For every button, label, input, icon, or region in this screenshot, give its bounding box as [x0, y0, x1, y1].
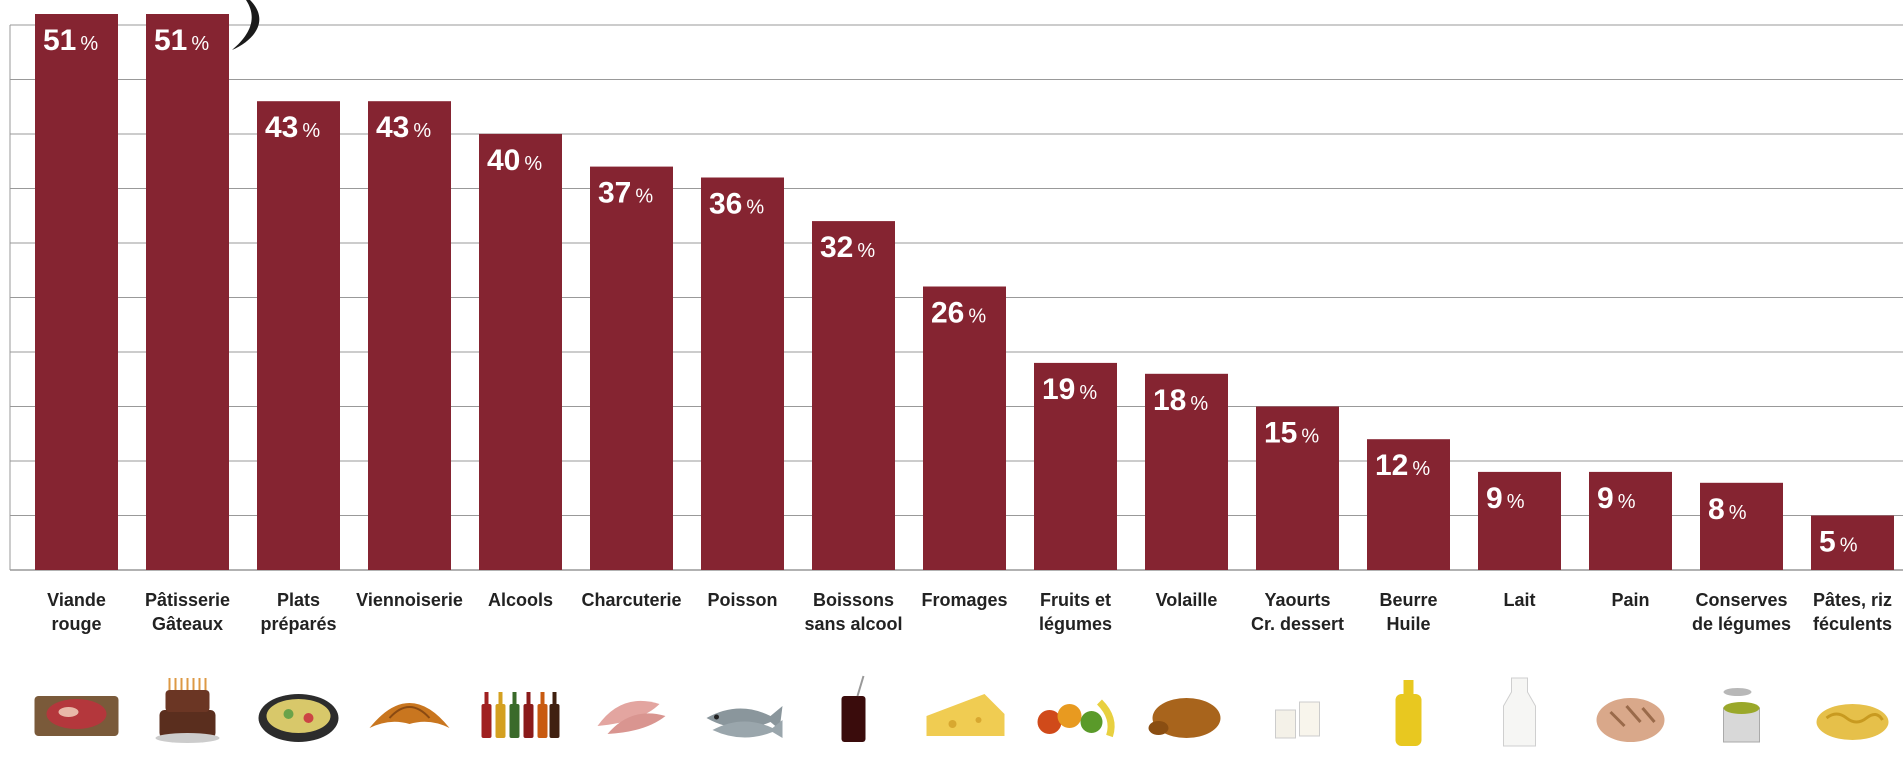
bar: [1700, 482, 1783, 570]
steak-icon: [34, 696, 119, 736]
croissant-icon: [369, 703, 450, 728]
category-label: Charcuterie: [581, 590, 681, 610]
category-label: Alcools: [488, 590, 553, 610]
decorative-curve: [232, 0, 260, 50]
category-labels-group: Viande rouge Pâtisserie Gâteaux Plats préparé…: [47, 590, 1892, 634]
cheese-icon: [926, 694, 1005, 736]
bar: [1034, 362, 1117, 570]
bar: [1367, 439, 1450, 570]
prepared-dish-icon: [258, 694, 339, 742]
bar: [1589, 471, 1672, 570]
bar: [923, 286, 1006, 570]
data-label: 15%: [1264, 417, 1319, 450]
bread-icon: [1596, 698, 1665, 742]
category-label: Poisson: [707, 590, 777, 610]
category-label: Pâtisserie: [145, 590, 230, 610]
pasta-icon: [1816, 704, 1889, 740]
category-label: Fruits et: [1040, 590, 1111, 610]
category-label: féculents: [1813, 614, 1892, 634]
milk-bottle-icon: [1503, 677, 1536, 747]
bar: [1256, 406, 1339, 570]
data-label: 43%: [376, 111, 431, 144]
category-label: Viennoiserie: [356, 590, 463, 610]
category-label: Boissons: [813, 590, 894, 610]
bar: [590, 166, 673, 570]
category-label: légumes: [1039, 614, 1112, 634]
data-label: 18%: [1153, 384, 1208, 417]
category-label: Viande: [47, 590, 106, 610]
category-label: Plats: [277, 590, 320, 610]
bar: [35, 14, 118, 570]
oil-bottle-icon: [1395, 680, 1422, 746]
category-label: Pain: [1611, 590, 1649, 610]
category-label: Volaille: [1156, 590, 1218, 610]
fish-icon: [706, 706, 783, 738]
category-label: Fromages: [921, 590, 1007, 610]
soda-glass-icon: [841, 675, 866, 742]
category-label: Pâtes, riz: [1813, 590, 1892, 610]
bar: [1478, 471, 1561, 570]
category-label: rouge: [51, 614, 101, 634]
bar: [146, 14, 229, 570]
canned-peas-icon: [1723, 688, 1760, 743]
category-label: Gâteaux: [152, 614, 223, 634]
category-label: sans alcool: [804, 614, 902, 634]
category-label: Yaourts: [1264, 590, 1330, 610]
bar: [701, 177, 784, 570]
category-label: Huile: [1386, 614, 1430, 634]
bar: [812, 221, 895, 570]
ham-slices-icon: [597, 700, 666, 734]
data-label: 12%: [1375, 449, 1430, 482]
category-label: de légumes: [1692, 614, 1791, 634]
bar: [368, 101, 451, 570]
roast-chicken-icon: [1148, 698, 1221, 738]
category-label: préparés: [260, 614, 336, 634]
food-icons-group: [34, 675, 1889, 747]
bar: [1811, 515, 1894, 570]
bar: [257, 101, 340, 570]
category-label: Lait: [1503, 590, 1535, 610]
yogurt-icon: [1275, 701, 1320, 739]
category-label: Cr. dessert: [1251, 614, 1344, 634]
bar: [479, 133, 562, 570]
alcohol-bottles-icon: [481, 692, 560, 738]
cake-icon: [155, 678, 220, 743]
bars-group: [35, 14, 1894, 570]
fruits-vegetables-icon: [1037, 699, 1115, 738]
category-label: Conserves: [1695, 590, 1787, 610]
category-label: Beurre: [1379, 590, 1437, 610]
bar: [1145, 373, 1228, 570]
